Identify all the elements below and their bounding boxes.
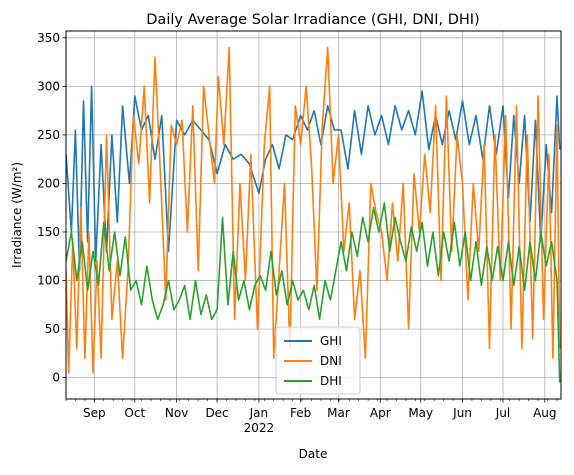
x-tick-label: Jan [249, 406, 269, 420]
x-year-label: 2022 [244, 421, 275, 435]
y-tick-label: 100 [37, 274, 60, 288]
chart-title: Daily Average Solar Irradiance (GHI, DNI… [146, 12, 479, 28]
series-line-dhi [66, 202, 561, 383]
legend-box [275, 326, 361, 395]
y-tick-label: 50 [45, 322, 60, 336]
legend: GHI DNI DHI [275, 326, 361, 395]
y-tick-label: 0 [52, 371, 60, 385]
x-tick-label: Aug [533, 406, 556, 420]
y-tick-label: 200 [37, 176, 60, 190]
x-tick-label: Jun [452, 406, 472, 420]
x-ticks-layer: Sep Oct Nov Dec Jan Feb Mar Apr May Jun Jul Aug 2022 [65, 399, 558, 435]
series-layer [66, 46, 561, 383]
series-line-dni [66, 46, 561, 374]
y-tick-label: 250 [37, 128, 60, 142]
x-tick-label: Oct [124, 406, 145, 420]
y-tick-label: 300 [37, 79, 60, 93]
legend-label-dni: DNI [320, 354, 342, 368]
x-tick-label: May [408, 406, 433, 420]
x-tick-label: Nov [165, 406, 188, 420]
x-tick-label: Mar [327, 406, 350, 420]
legend-label-dhi: DHI [320, 374, 342, 388]
x-tick-label: Feb [290, 406, 311, 420]
x-tick-label: Apr [370, 406, 391, 420]
y-tick-label: 350 [37, 31, 60, 45]
y-tick-label: 150 [37, 225, 60, 239]
y-ticks-layer: 0 50 100 150 200 250 300 350 [37, 31, 66, 385]
legend-label-ghi: GHI [320, 334, 342, 348]
series-line-ghi [66, 85, 561, 272]
x-axis-label: Date [299, 447, 328, 461]
x-tick-label: Sep [83, 406, 106, 420]
plot-frame [65, 30, 562, 400]
y-axis-label: Irradiance (W/m²) [10, 162, 24, 268]
x-tick-label: Jul [495, 406, 510, 420]
x-tick-label: Dec [205, 406, 228, 420]
